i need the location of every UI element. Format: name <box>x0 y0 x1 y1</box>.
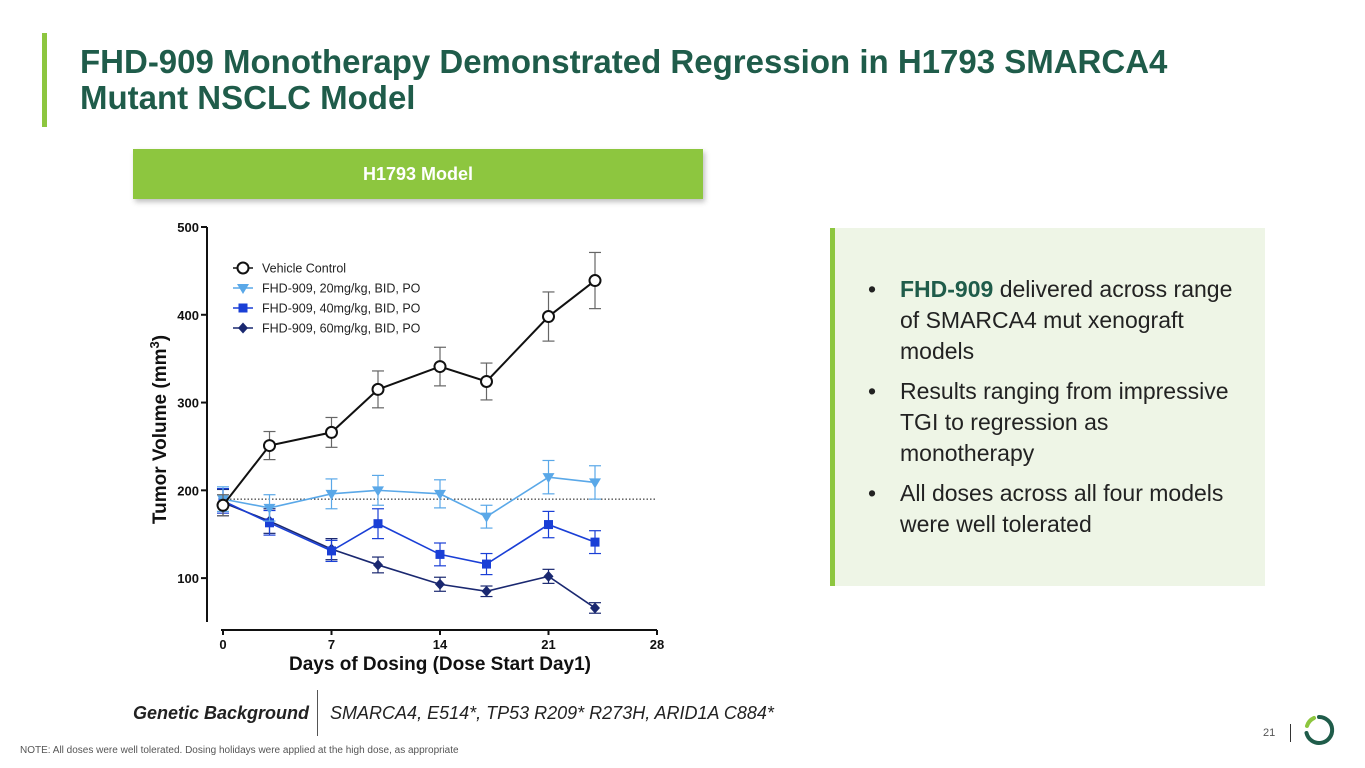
data-point <box>543 570 554 582</box>
summary-item-text: delivered across range of SMARCA4 mut xe… <box>900 276 1233 364</box>
x-tick-label: 0 <box>219 637 226 652</box>
summary-callout: • FHD-909 delivered across range of SMARC… <box>830 228 1265 586</box>
data-point <box>481 585 492 597</box>
data-point <box>542 310 555 324</box>
data-point <box>373 559 383 571</box>
x-tick-label: 7 <box>328 637 335 652</box>
data-point <box>588 274 602 288</box>
tumor-volume-chart: 100 200 300 400 500 0 7 14 21 28 Days of Dosing (D… <box>147 220 665 675</box>
data-point <box>435 549 445 559</box>
data-point <box>544 520 553 530</box>
footnote: NOTE: All doses were well tolerated. Dos… <box>20 745 459 756</box>
data-point <box>263 439 276 453</box>
data-point <box>482 559 491 569</box>
page-number: 21 <box>1263 727 1276 739</box>
summary-item: • All doses across all four models were w… <box>868 478 1248 540</box>
x-axis-label: Days of Dosing (Dose Start Day1) <box>289 654 591 675</box>
data-point <box>542 473 555 484</box>
legend-marker <box>238 303 248 313</box>
data-point <box>590 602 600 614</box>
data-point <box>373 519 383 529</box>
series-line <box>222 500 596 565</box>
data-point <box>263 503 276 514</box>
genetic-divider <box>317 690 319 736</box>
y-tick-label: 100 <box>177 571 199 586</box>
data-point <box>590 537 600 547</box>
data-point <box>372 486 384 497</box>
data-point <box>433 360 447 374</box>
y-tick-label: 400 <box>177 308 199 323</box>
x-tick-label: 21 <box>541 637 555 652</box>
data-point <box>265 518 274 528</box>
data-point <box>589 478 601 489</box>
page-number-divider <box>1290 724 1291 742</box>
legend-label: FHD-909, 60mg/kg, BID, PO <box>262 322 421 336</box>
x-tick-label: 28 <box>650 637 664 652</box>
series-line <box>222 476 596 518</box>
genetic-background-value: SMARCA4, E514*, TP53 R209* R273H, ARID1A… <box>330 702 774 723</box>
data-point <box>325 489 338 500</box>
genetic-background-label: Genetic Background <box>133 702 310 723</box>
data-point <box>435 578 445 590</box>
legend-marker <box>236 261 250 275</box>
legend-label: FHD-909, 40mg/kg, BID, PO <box>262 302 421 316</box>
data-point <box>434 489 446 500</box>
circular-logo-icon <box>1304 714 1335 745</box>
y-tick-label: 200 <box>177 483 199 498</box>
legend-marker <box>238 322 248 334</box>
y-tick-label: 300 <box>177 396 199 411</box>
data-point <box>480 512 493 523</box>
legend-label: Vehicle Control <box>262 262 346 276</box>
model-banner: H1793 Model <box>133 149 703 199</box>
data-point <box>325 425 338 439</box>
data-point <box>371 382 385 396</box>
data-point <box>480 374 493 388</box>
summary-item: • FHD-909 delivered across range of SMARC… <box>868 274 1248 367</box>
bullet: • <box>868 378 877 404</box>
summary-list: • FHD-909 delivered across range of SMARC… <box>868 274 1248 549</box>
y-axis-label: Tumor Volume (mm3) <box>147 335 172 524</box>
genetic-background: Genetic Background SMARCA4, E514*, TP53 … <box>133 690 774 736</box>
summary-item: • Results ranging from impressive TGI to … <box>868 376 1248 469</box>
page-title: FHD-909 Monotherapy Demonstrated Regress… <box>80 43 1168 116</box>
summary-item-text: All doses across all four models were we… <box>900 480 1224 537</box>
title-accent-bar <box>42 33 47 127</box>
data-point <box>327 546 336 556</box>
callout-accent-bar <box>830 228 835 586</box>
bullet: • <box>868 276 877 302</box>
summary-item-bold: FHD-909 <box>900 276 994 302</box>
y-tick-label: 500 <box>177 220 199 235</box>
bullet: • <box>868 480 877 506</box>
summary-item-text: Results ranging from impressive TGI to r… <box>900 378 1229 466</box>
x-tick-label: 14 <box>433 637 448 652</box>
data-point <box>216 498 230 512</box>
series-line <box>222 279 596 506</box>
model-label: H1793 Model <box>362 163 474 184</box>
legend-label: FHD-909, 20mg/kg, BID, PO <box>262 282 421 296</box>
legend-marker <box>237 284 249 294</box>
series-line <box>222 501 596 609</box>
